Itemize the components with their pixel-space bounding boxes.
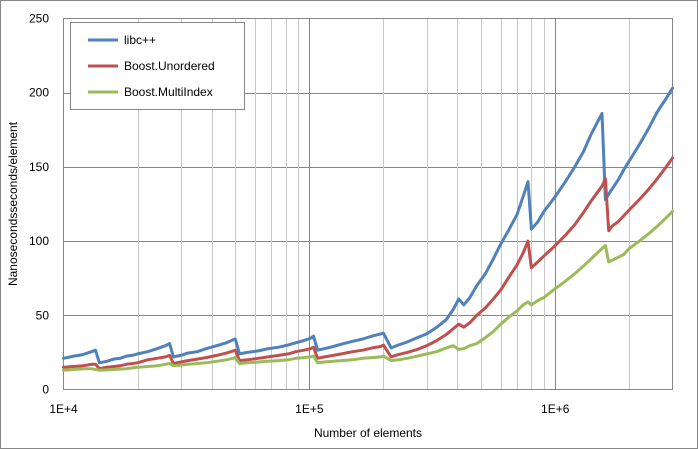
- x-tick-label: 1E+5: [295, 402, 324, 416]
- y-tick-label: 100: [29, 234, 49, 248]
- y-axis-title: Nanosecondsseconds/element: [6, 121, 20, 286]
- gridlines: [63, 18, 673, 390]
- series-line-1: [62, 156, 674, 371]
- y-tick-label: 200: [29, 86, 49, 100]
- x-axis-title: Number of elements: [314, 426, 422, 440]
- series-lines: [62, 86, 674, 372]
- plot-area-border: [63, 18, 673, 390]
- y-tick-label: 150: [29, 160, 49, 174]
- x-tick-label: 1E+6: [541, 402, 570, 416]
- x-tick-label: 1E+4: [49, 402, 78, 416]
- series-line-2: [62, 209, 674, 372]
- y-tick-labels: 0 50 100 150 200 250: [29, 12, 49, 397]
- legend-label-0: libc++: [124, 33, 156, 47]
- series-line-0: [62, 86, 674, 365]
- legend: libc++ Boost.Unordered Boost.MultiIndex: [70, 22, 245, 110]
- legend-label-2: Boost.MultiIndex: [124, 85, 213, 99]
- y-tick-label: 250: [29, 12, 49, 26]
- y-tick-label: 0: [42, 383, 49, 397]
- x-tick-labels: 1E+4 1E+5 1E+6: [49, 402, 569, 416]
- y-tick-label: 50: [36, 308, 50, 322]
- legend-label-1: Boost.Unordered: [124, 59, 215, 73]
